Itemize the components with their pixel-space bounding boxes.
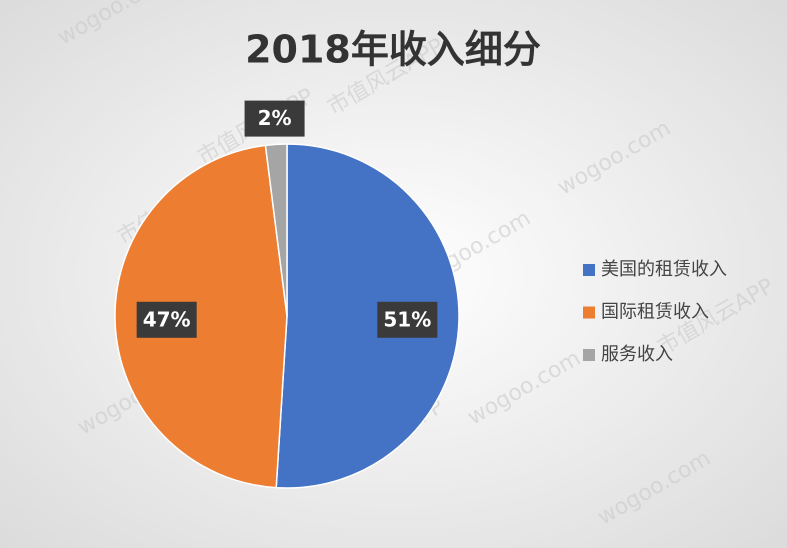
data-label: 51% [383, 307, 431, 331]
chart-title: 2018年收入细分 [245, 28, 541, 72]
pie-slice [114, 144, 288, 489]
legend-swatch [583, 264, 595, 276]
legend-swatch [583, 306, 595, 319]
pie: 51% 47% 2% [114, 100, 460, 489]
pie-slice [264, 143, 288, 317]
data-label: 47% [143, 307, 191, 331]
legend-swatch [583, 349, 595, 361]
legend-label: 美国的租赁收入 [601, 259, 727, 280]
legend-label: 国际租赁收入 [601, 302, 709, 323]
data-label-box [377, 301, 438, 338]
data-label-box [244, 100, 305, 137]
data-label: 2% [258, 106, 292, 130]
data-label-box [136, 301, 197, 338]
legend-label: 服务收入 [601, 344, 673, 365]
pie-slice [275, 143, 460, 489]
